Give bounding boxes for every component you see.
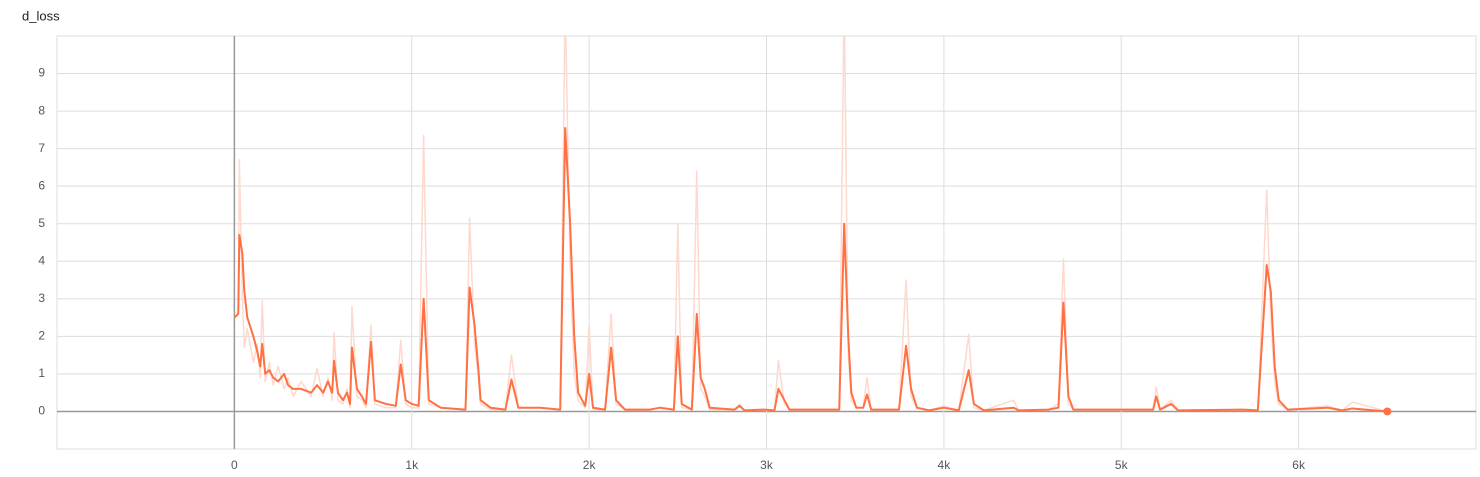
x-tick-label: 0 [231,458,238,472]
x-tick-label: 2k [583,458,597,472]
x-tick-label: 3k [760,458,774,472]
y-tick-label: 7 [38,141,45,155]
chart-title: d_loss [22,8,60,23]
raw-line [233,36,1388,413]
last-point [1383,407,1392,416]
y-tick-label: 4 [38,253,45,267]
plot-area [233,36,1392,416]
y-tick-label: 5 [38,216,45,230]
y-tick-label: 1 [38,366,45,380]
x-tick-label: 6k [1292,458,1306,472]
y-tick-label: 0 [38,404,45,418]
x-tick-label: 5k [1115,458,1129,472]
y-tick-label: 3 [38,291,45,305]
smoothed-line [233,126,1388,413]
y-tick-label: 2 [38,329,45,343]
grid [56,35,1477,450]
x-tick-label: 4k [938,458,952,472]
y-tick-label: 8 [38,103,45,117]
y-tick-label: 9 [38,66,45,80]
y-tick-label: 6 [38,178,45,192]
x-tick-label: 1k [405,458,419,472]
